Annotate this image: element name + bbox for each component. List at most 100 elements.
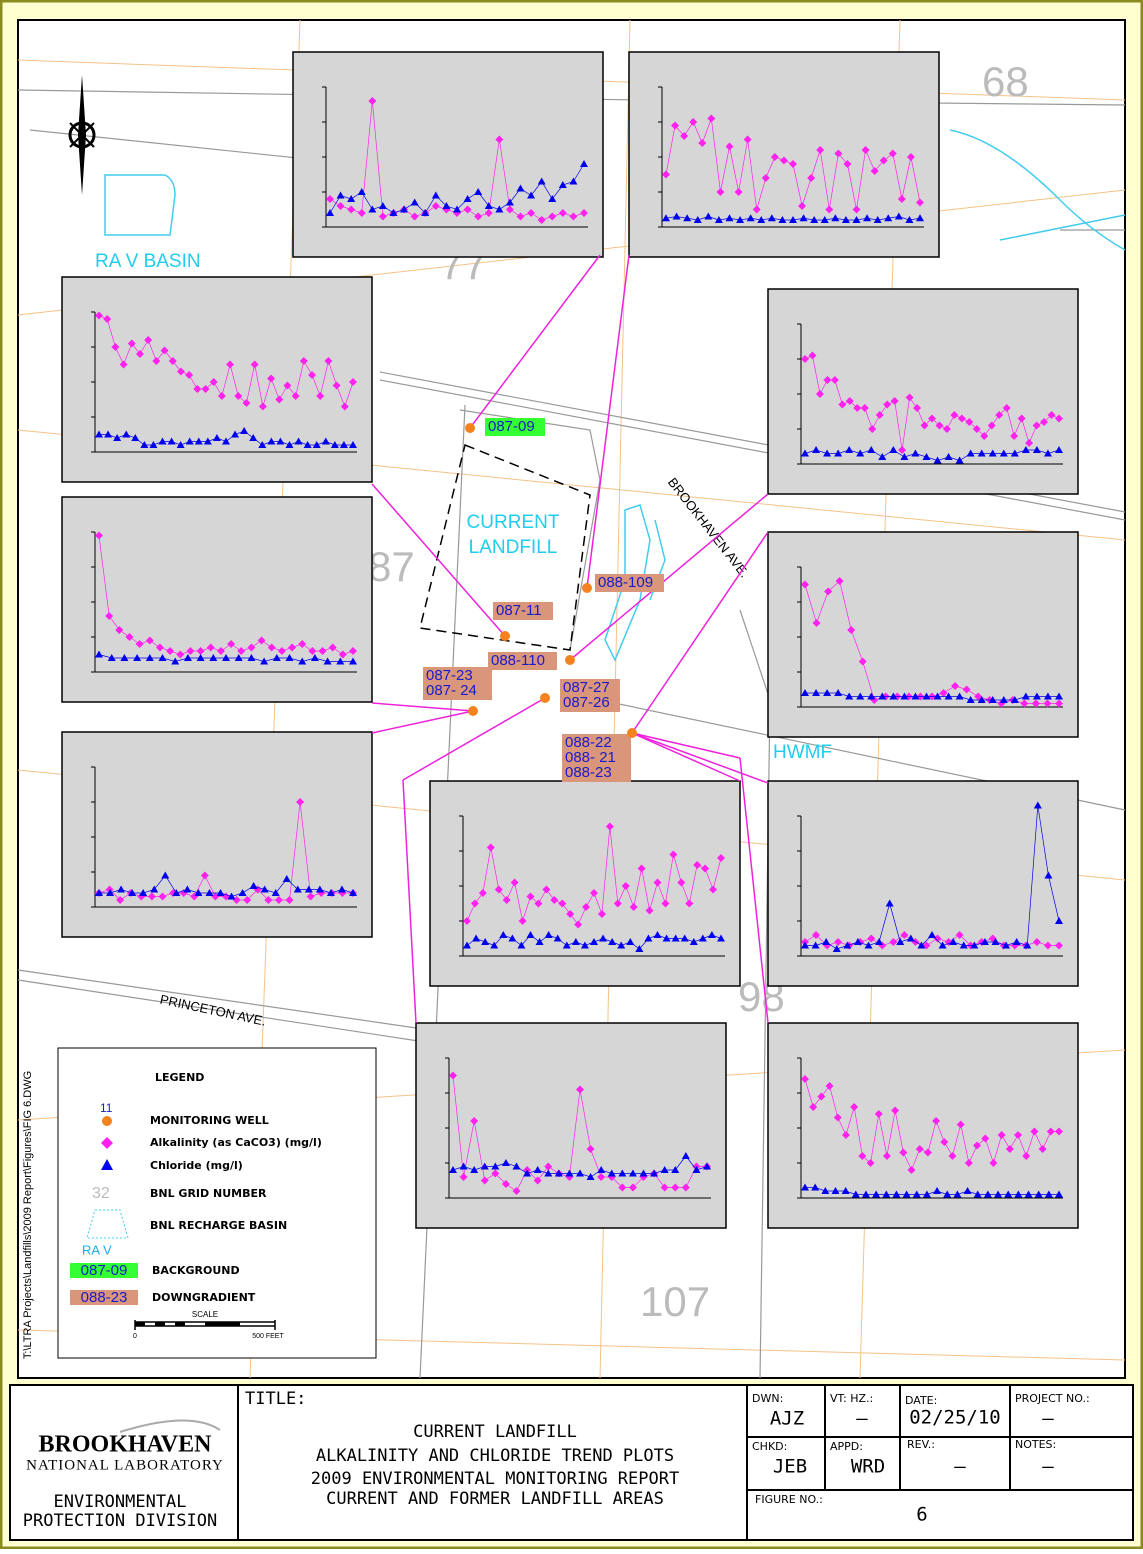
chloride-point [873,216,882,223]
well [582,583,592,593]
legend-label: DOWNGRADIENT [152,1291,256,1304]
chloride-point [565,1169,574,1177]
alkalinity-point [160,346,169,355]
chloride-point [326,889,335,896]
alkalinity-point [734,188,743,196]
alkalinity-point [298,640,307,648]
alkalinity-point [693,861,702,869]
legend-label: Alkalinity (as CaCO3) (mg/l) [150,1136,322,1149]
chloride-point [310,654,319,661]
plot-frame [61,276,373,483]
legend-title: LEGEND [155,1071,204,1084]
alkalinity-point [326,195,334,203]
chloride-point [533,1166,542,1173]
chloride-point [1055,917,1063,924]
alkalinity-point [119,360,128,369]
chloride-point [845,446,854,453]
chloride-point [234,654,243,661]
alkalinity-point [677,878,686,887]
chloride-point [1004,1190,1013,1198]
chloride-point [884,214,893,222]
chloride-point [526,931,535,938]
chloride-point [222,654,230,661]
chloride-point [120,654,129,661]
chloride-point [442,202,451,209]
chloride-point [463,941,471,949]
alkalinity-point [883,400,892,409]
trend-plot [767,288,1079,495]
chloride-point [1032,692,1041,700]
alkalinity-point [135,350,144,358]
alkalinity-point [815,390,824,398]
chloride-point [347,195,356,202]
chloride-point [580,941,589,949]
chloride-point [911,449,920,457]
legend: LEGEND 11 MONITORING WELL Alkalinity (as… [57,1047,377,1359]
chloride-point [882,1190,891,1198]
chloride-point [991,938,1000,945]
alkalinity-point [1043,699,1052,708]
alkalinity-point [491,1169,500,1178]
alkalinity-point [1038,1145,1047,1153]
alkalinity-point [867,934,876,943]
alkalinity-point [1040,418,1049,426]
well-label-box [595,574,664,592]
alkalinity-point [1032,421,1041,430]
chloride-point [161,871,170,879]
alkalinity-point [537,216,546,224]
alkalinity-point [470,899,479,908]
chloride-point [271,889,280,896]
chloride-point [336,657,345,665]
legend-label: BACKGROUND [152,1264,240,1277]
alkalinity-point [1046,1127,1055,1136]
alkalinity-point [470,1117,479,1125]
chloride-point [196,654,205,661]
well-label: 088-109 [598,574,653,591]
trend-plot [61,276,373,483]
chloride-point [608,938,617,945]
alkalinity-point [349,378,357,386]
alkalinity-point [247,643,256,652]
alkalinity-point [463,917,471,925]
alkalinity-point [222,892,230,901]
alkalinity-point [533,1176,542,1185]
chloride-point [900,453,909,460]
grid-number: 107 [640,1278,710,1325]
alkalinity-point [318,647,327,655]
chloride-point [810,216,819,223]
alkalinity-point [875,411,884,419]
alkalinity-point [913,404,922,412]
alkalinity-point [681,1183,690,1192]
chloride-point [912,1190,921,1198]
chloride-point [905,216,914,223]
chloride-point [698,934,707,942]
alkalinity-point [905,393,914,402]
alkalinity-point [834,149,843,158]
well-label: 087-09 [488,418,535,435]
chloride-point [966,696,975,703]
connector [631,732,769,784]
chloride-point [916,214,924,222]
chloride-point [185,437,194,445]
chloride-point [260,657,269,665]
alkalinity-point [868,425,877,433]
alkalinity-point [808,351,817,360]
chloride-point [1043,449,1052,457]
chloride-point [378,202,387,209]
alkalinity-point [807,174,816,182]
well [565,655,575,665]
field-label: APPD: [830,1440,863,1453]
chloride-point [812,689,821,696]
alkalinity-point [542,885,551,894]
well [468,706,478,716]
chloride-point [505,198,514,206]
chloride-point [95,430,103,438]
alkalinity-point [105,885,114,894]
alkalinity-point [906,153,915,161]
trend-plot [61,731,373,938]
alkalinity-point [288,643,297,652]
chloride-point [917,941,926,949]
chloride-point [778,216,787,223]
chloride-point [431,191,440,199]
chloride-point [203,437,212,445]
